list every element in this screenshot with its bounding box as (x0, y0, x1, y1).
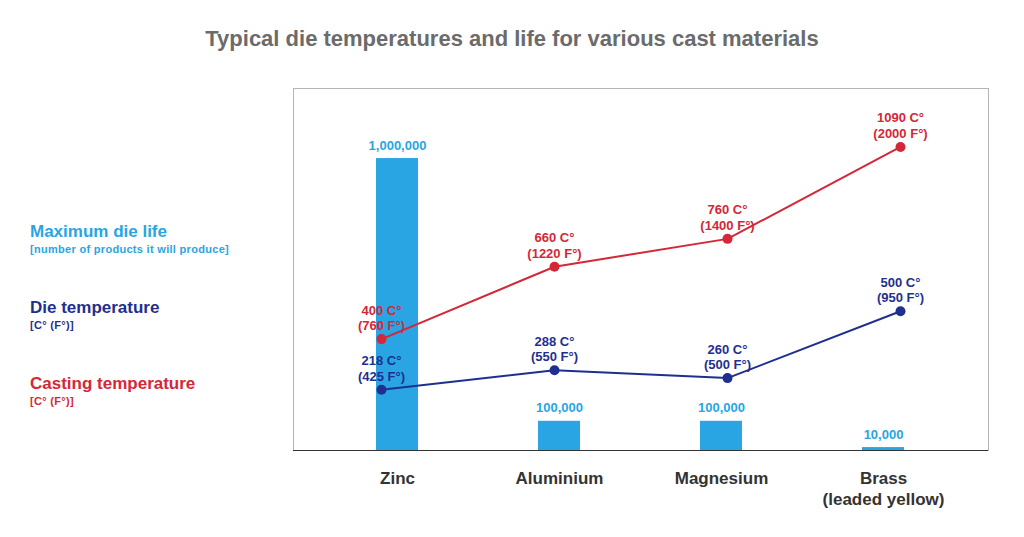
svg-text:100,000: 100,000 (698, 400, 745, 415)
svg-text:660 C°(1220 F°): 660 C°(1220 F°) (527, 230, 581, 261)
svg-text:Brass(leaded yellow): Brass(leaded yellow) (823, 469, 945, 509)
html-text:[number of products it will pr: [number of products it will produce] (30, 243, 229, 255)
svg-text:760 C°(1400 F°): 760 C°(1400 F°) (700, 202, 754, 233)
svg-text:10,000: 10,000 (864, 427, 904, 442)
html-text:Maximum die life: Maximum die life (30, 222, 167, 241)
svg-text:260 C°(500 F°): 260 C°(500 F°) (704, 342, 751, 373)
svg-text:400 C°(760 F°): 400 C°(760 F°) (358, 303, 405, 334)
html-text:[C° (F°)]: [C° (F°)] (30, 395, 74, 407)
svg-text:500 C°(950 F°): 500 C°(950 F°) (877, 275, 924, 306)
svg-text:1,000,000: 1,000,000 (369, 138, 427, 153)
svg-text:Zinc: Zinc (380, 469, 415, 488)
svg-text:1090 C°(2000 F°): 1090 C°(2000 F°) (873, 110, 927, 141)
svg-text:288 C°(550 F°): 288 C°(550 F°) (531, 334, 578, 365)
svg-text:100,000: 100,000 (536, 400, 583, 415)
svg-text:218 C°(425 F°): 218 C°(425 F°) (358, 353, 405, 384)
svg-text:Aluminium: Aluminium (516, 469, 604, 488)
html-text:Typical die temperatures and l: Typical die temperatures and life for va… (205, 26, 819, 51)
svg-text:Magnesium: Magnesium (675, 469, 769, 488)
html-text:Die temperature: Die temperature (30, 298, 160, 317)
html-text:[C° (F°)]: [C° (F°)] (30, 319, 74, 331)
html-text:Casting temperature: Casting temperature (30, 374, 196, 393)
